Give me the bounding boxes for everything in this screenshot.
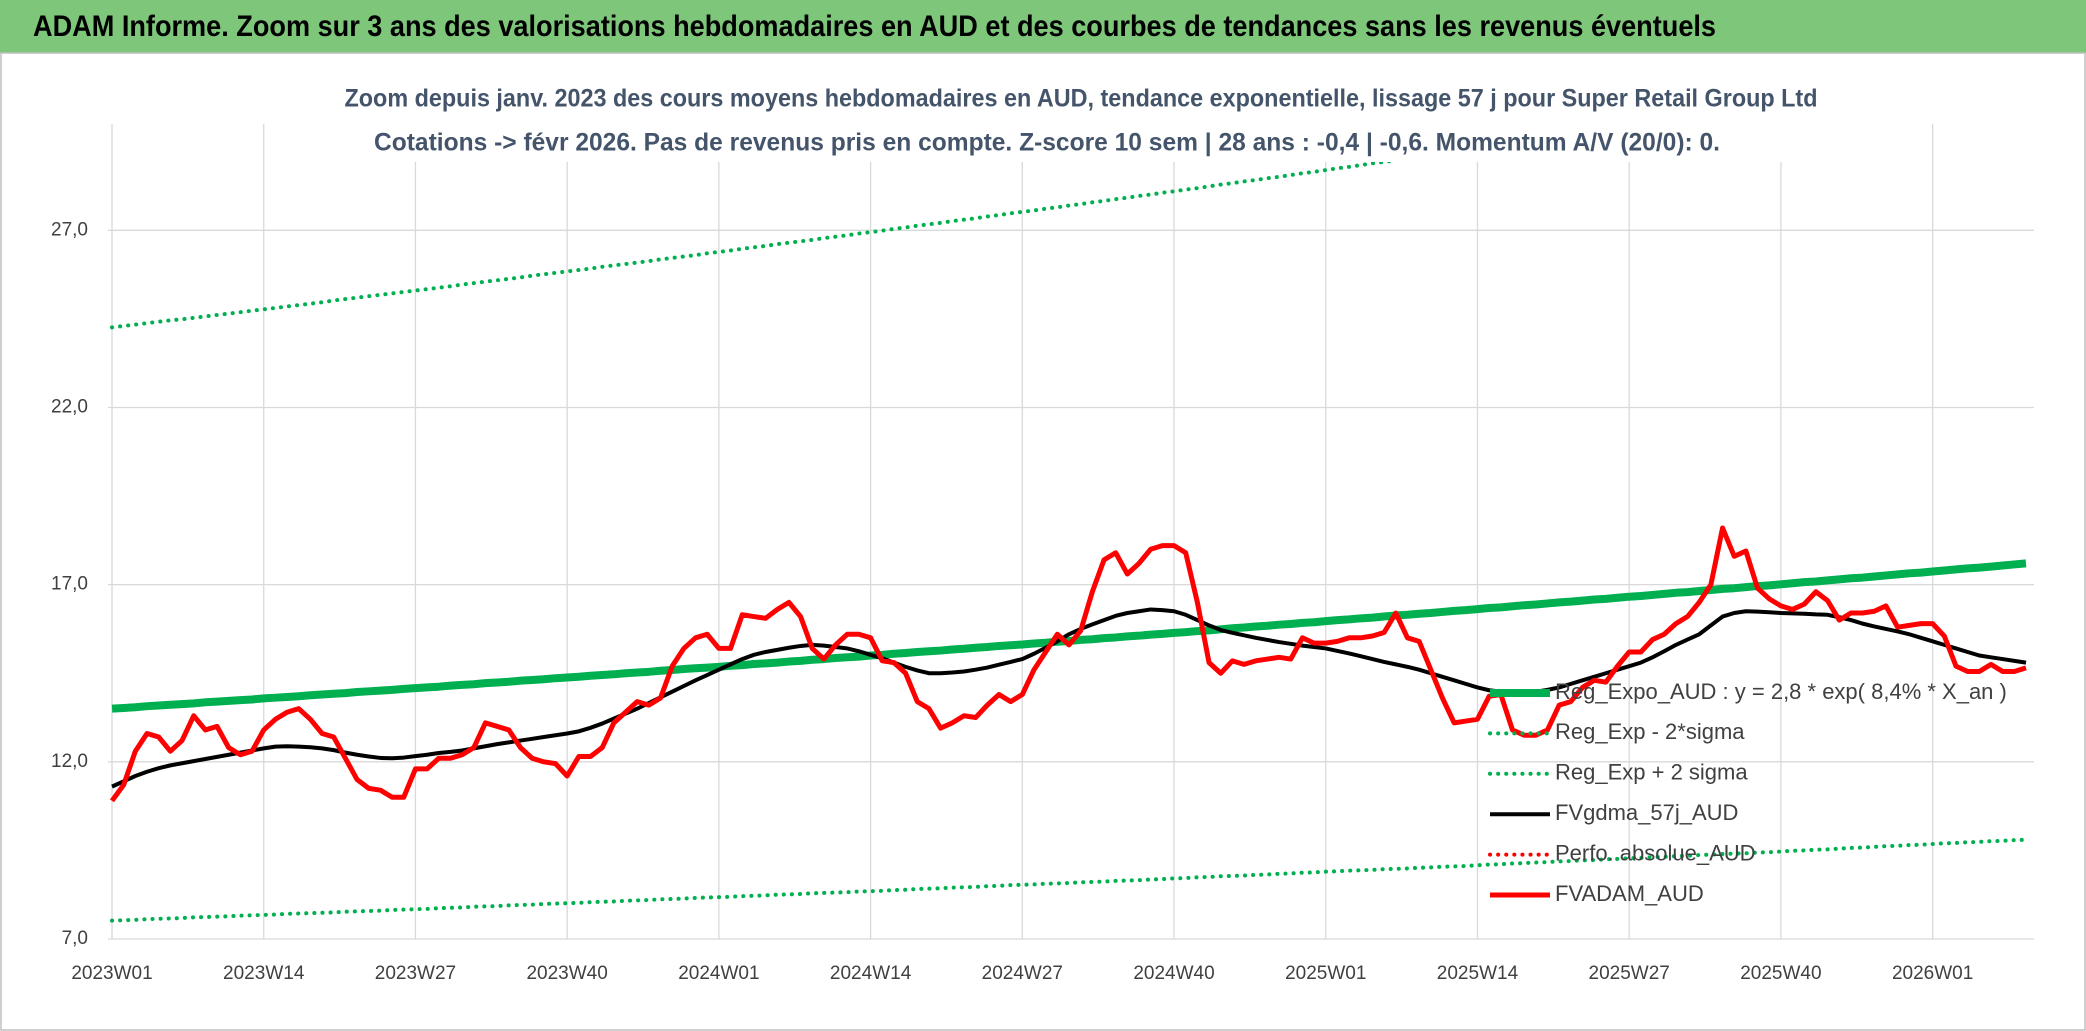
- x-tick-label: 2024W01: [678, 963, 759, 984]
- series-line: [111, 607, 2027, 789]
- x-tick-label: 2023W01: [71, 963, 152, 984]
- x-tick-label: 2023W40: [526, 963, 607, 984]
- legend-label: FVADAM_AUD: [1555, 881, 1704, 906]
- series-line: [110, 837, 2028, 923]
- plot-lines: [109, 124, 2028, 923]
- series-line: [109, 525, 2027, 803]
- x-tick-label: 2025W40: [1740, 963, 1821, 984]
- chart-subtitle: Cotations -> févr 2026. Pas de revenus p…: [374, 129, 1720, 157]
- labels: 7,0 12,0 17,0 22,0 27,0 2023W01 2023W14 2023W27…: [51, 219, 2007, 984]
- y-tick-label: 27,0: [51, 219, 88, 240]
- y-tick-label: 12,0: [51, 751, 88, 772]
- x-tick-label: 2025W01: [1285, 963, 1366, 984]
- x-tick-label: 2025W27: [1589, 963, 1670, 984]
- chart-border: [0, 52, 2086, 1031]
- x-tick-label: 2025W14: [1437, 963, 1519, 984]
- y-tick-label: 17,0: [51, 574, 88, 595]
- legend-label: Reg_Exp - 2*sigma: [1555, 719, 1745, 744]
- header-title: ADAM Informe. Zoom sur 3 ans des valoris…: [33, 10, 1716, 43]
- header-bar: [0, 0, 2086, 53]
- legend-label: Perfo. absolue_AUD: [1555, 840, 1756, 865]
- x-tick-label: 2024W14: [830, 963, 912, 984]
- legend-label: FVgdma_57j_AUD: [1555, 800, 1738, 825]
- chart-title: Zoom depuis janv. 2023 des cours moyens …: [345, 85, 1818, 113]
- legend-label: Reg_Expo_AUD : y = 2,8 * exp( 8,4% * X_a…: [1555, 679, 2007, 704]
- x-tick-label: 2024W27: [982, 963, 1063, 984]
- y-tick-label: 22,0: [51, 396, 88, 417]
- x-tick-label: 2023W14: [223, 963, 305, 984]
- y-tick-label: 7,0: [62, 928, 88, 949]
- grid: [108, 124, 2034, 940]
- x-tick-label: 2024W40: [1133, 963, 1214, 984]
- legend-label: Reg_Exp + 2 sigma: [1555, 760, 1748, 785]
- x-tick-label: 2026W01: [1892, 963, 1973, 984]
- series-line: [110, 124, 1659, 330]
- x-tick-label: 2023W27: [375, 963, 456, 984]
- title-background: [372, 78, 1792, 162]
